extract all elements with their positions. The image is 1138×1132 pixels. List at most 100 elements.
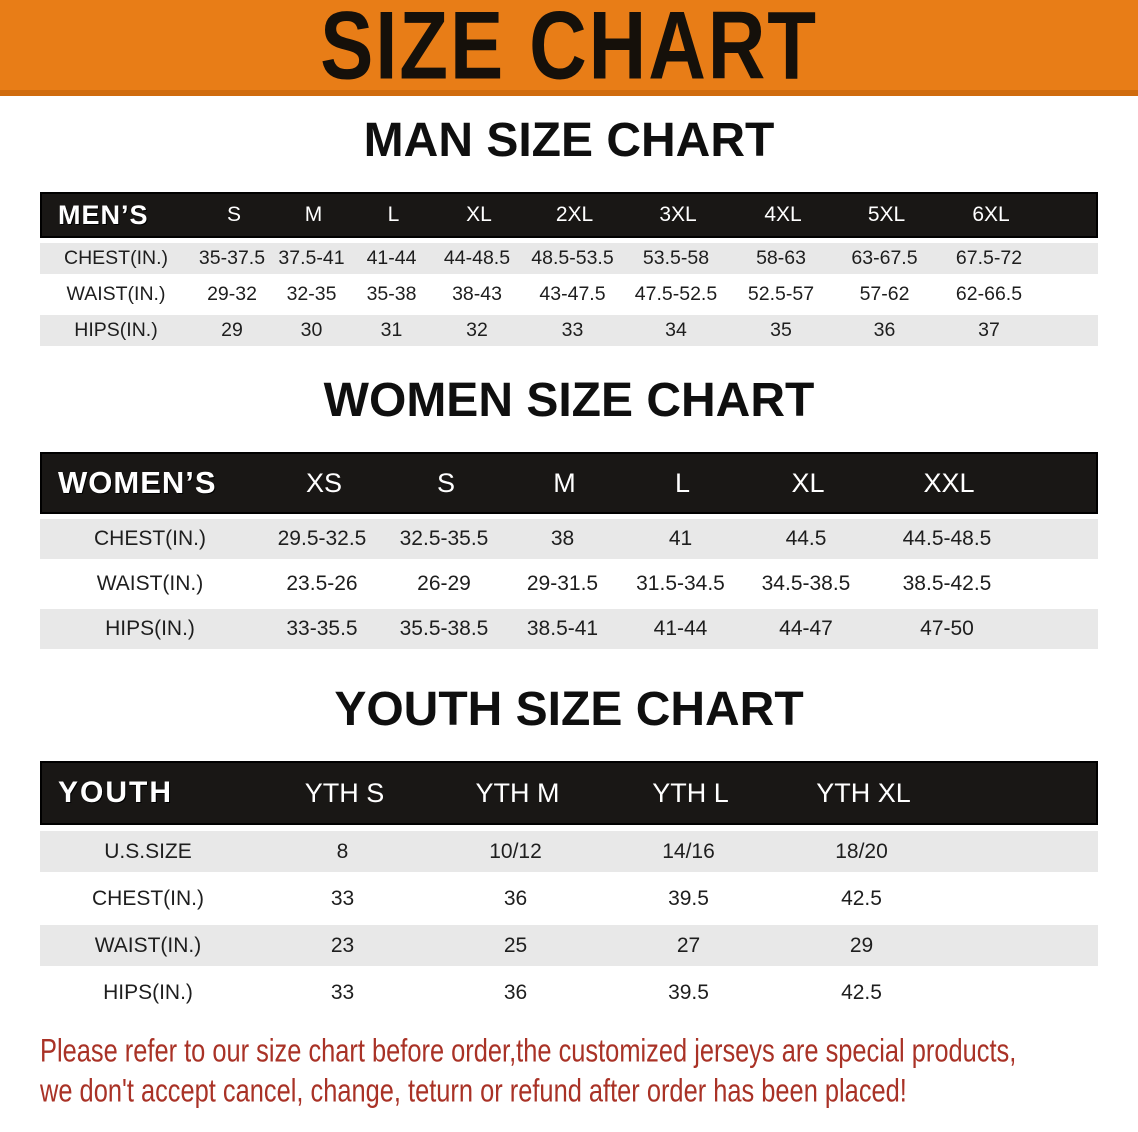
- size-cell: 42.5: [841, 886, 882, 910]
- row-label: U.S.SIZE: [104, 839, 192, 863]
- size-cell: 31.5-34.5: [636, 572, 725, 595]
- size-cell: 29-31.5: [526, 572, 599, 595]
- men-col-header: 3XL: [659, 203, 697, 226]
- women-col-header: XS: [305, 467, 343, 498]
- size-cell: 32: [466, 319, 488, 341]
- size-cell: 38.5-42.5: [902, 572, 992, 595]
- men-hips-row: HIPS(IN.) 29 30 31 32 33 34 35 36 37: [40, 315, 1098, 346]
- women-col-header: XL: [791, 467, 825, 498]
- women-col-header: M: [553, 467, 576, 498]
- women-waist-row: WAIST(IN.) 23.5-26 26-29 29-31.5 31.5-34…: [40, 564, 1098, 604]
- size-cell: 37: [978, 319, 1000, 341]
- size-cell: 62-66.5: [955, 283, 1023, 305]
- size-cell: 14/16: [662, 839, 715, 863]
- youth-section-heading: YOUTH SIZE CHART: [334, 683, 804, 736]
- size-cell: 34.5-38.5: [761, 572, 851, 595]
- women-col-header: L: [674, 467, 691, 498]
- women-hips-row: HIPS(IN.) 33-35.5 35.5-38.5 38.5-41 41-4…: [40, 609, 1098, 649]
- size-cell: 26-29: [417, 572, 471, 595]
- row-label: HIPS(IN.): [103, 980, 193, 1004]
- size-cell: 63-67.5: [851, 247, 918, 269]
- size-cell: 35-38: [366, 283, 417, 305]
- size-cell: 38.5-41: [526, 617, 599, 640]
- size-cell: 34: [665, 319, 687, 341]
- youth-chest-row: CHEST(IN.) 33 36 39.5 42.5: [40, 878, 1098, 919]
- women-section-heading: WOMEN SIZE CHART: [323, 374, 815, 427]
- men-waist-row: WAIST(IN.) 29-32 32-35 35-38 38-43 43-47…: [40, 279, 1098, 310]
- men-col-header: 4XL: [764, 203, 802, 226]
- disclaimer-line-2: we don't accept cancel, change, teturn o…: [40, 1072, 907, 1109]
- row-label: HIPS(IN.): [105, 617, 195, 640]
- size-cell: 47-50: [920, 617, 974, 640]
- size-cell: 31: [380, 319, 403, 341]
- men-size-table: MEN’S S M L XL 2XL 3XL 4XL 5XL 6XL CHEST…: [40, 192, 1098, 346]
- size-cell: 39.5: [668, 886, 709, 910]
- women-col-header: S: [436, 467, 455, 498]
- women-corner-label: WOMEN’S: [58, 465, 217, 500]
- youth-col-header: YTH S: [304, 777, 385, 808]
- men-col-header: M: [304, 203, 323, 226]
- size-cell: 25: [503, 933, 528, 957]
- size-cell: 42.5: [841, 980, 882, 1004]
- youth-col-header: YTH L: [652, 777, 729, 808]
- size-cell: 29-32: [207, 283, 257, 305]
- size-cell: 18/20: [835, 839, 888, 863]
- women-chest-row: CHEST(IN.) 29.5-32.5 32.5-35.5 38 41 44.…: [40, 519, 1098, 559]
- youth-col-header: YTH XL: [816, 777, 911, 808]
- men-table-header: MEN’S S M L XL 2XL 3XL 4XL 5XL 6XL: [40, 192, 1098, 238]
- youth-col-header: YTH M: [475, 777, 560, 808]
- size-cell: 27: [676, 933, 701, 957]
- women-table-header: WOMEN’S XS S M L XL XXL: [40, 452, 1098, 514]
- size-cell: 33: [561, 319, 584, 341]
- row-label: HIPS(IN.): [74, 319, 158, 341]
- row-label: WAIST(IN.): [94, 933, 202, 957]
- size-cell: 44.5: [785, 527, 827, 550]
- youth-corner-label: YOUTH: [58, 776, 173, 809]
- size-cell: 41-44: [653, 617, 708, 640]
- row-label: WAIST(IN.): [66, 283, 166, 305]
- size-cell: 35.5-38.5: [399, 617, 489, 640]
- size-cell: 35: [770, 319, 792, 341]
- size-cell: 32.5-35.5: [399, 527, 489, 550]
- size-cell: 35-37.5: [198, 247, 266, 269]
- size-cell: 37.5-41: [278, 247, 345, 269]
- men-col-header: 2XL: [555, 203, 594, 226]
- disclaimer-line-1: Please refer to our size chart before or…: [40, 1032, 1017, 1069]
- men-col-header: L: [387, 203, 400, 226]
- size-cell: 36: [873, 319, 896, 341]
- size-cell: 33-35.5: [286, 617, 358, 640]
- women-col-header: XXL: [923, 467, 975, 498]
- size-cell: 58-63: [756, 247, 806, 269]
- youth-size-table: YOUTH YTH S YTH M YTH L YTH XL U.S.SIZE …: [40, 761, 1098, 1013]
- size-cell: 44-48.5: [443, 247, 511, 269]
- size-cell: 33: [330, 886, 355, 910]
- size-cell: 32-35: [286, 283, 337, 305]
- page-title: SIZE CHART: [320, 0, 818, 100]
- size-cell: 43-47.5: [539, 283, 606, 305]
- size-cell: 29.5-32.5: [277, 527, 367, 550]
- size-cell: 8: [336, 839, 349, 863]
- size-cell: 44.5-48.5: [902, 527, 992, 550]
- men-chest-row: CHEST(IN.) 35-37.5 37.5-41 41-44 44-48.5…: [40, 243, 1098, 274]
- row-label: CHEST(IN.): [94, 527, 206, 550]
- size-cell: 36: [503, 886, 528, 910]
- size-cell: 52.5-57: [747, 283, 815, 305]
- youth-ussize-row: U.S.SIZE 8 10/12 14/16 18/20: [40, 831, 1098, 872]
- size-cell: 41-44: [366, 247, 417, 269]
- size-cell: 23: [330, 933, 355, 957]
- size-cell: 29: [221, 319, 243, 341]
- size-cell: 36: [503, 980, 528, 1004]
- size-cell: 57-62: [859, 283, 910, 305]
- size-cell: 29: [849, 933, 874, 957]
- size-cell: 10/12: [489, 839, 542, 863]
- size-cell: 53.5-58: [642, 247, 710, 269]
- row-label: CHEST(IN.): [92, 886, 204, 910]
- women-size-table: WOMEN’S XS S M L XL XXL CHEST(IN.) 29.5-…: [40, 452, 1098, 649]
- size-cell: 41: [668, 527, 693, 550]
- men-col-header: XL: [466, 203, 492, 226]
- row-label: WAIST(IN.): [96, 572, 204, 595]
- row-label: CHEST(IN.): [64, 247, 168, 269]
- men-section-heading: MAN SIZE CHART: [363, 114, 775, 167]
- size-cell: 67.5-72: [955, 247, 1023, 269]
